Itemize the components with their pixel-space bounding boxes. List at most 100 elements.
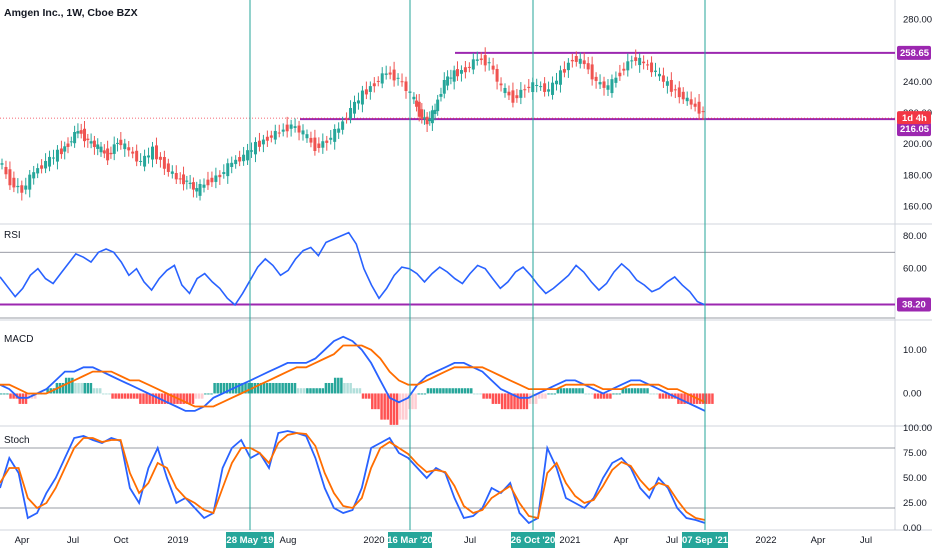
macd-histogram-bar bbox=[698, 393, 702, 404]
candle-body bbox=[479, 58, 483, 61]
stoch-y-tick-label: 50.00 bbox=[903, 473, 927, 484]
macd-histogram-bar bbox=[636, 388, 640, 394]
macd-histogram-bar bbox=[117, 393, 120, 399]
macd-histogram-bar bbox=[238, 382, 241, 394]
macd-histogram-bar bbox=[139, 393, 142, 404]
macd-histogram-bar bbox=[293, 382, 297, 394]
candle-body bbox=[4, 166, 8, 175]
x-tick-label: Jul bbox=[666, 535, 678, 546]
candle-body bbox=[154, 145, 158, 160]
candle-body bbox=[487, 62, 491, 64]
candle-body bbox=[693, 103, 697, 107]
macd-histogram-bar bbox=[145, 393, 148, 404]
candle-body bbox=[297, 125, 301, 133]
macd-histogram-bar bbox=[253, 382, 257, 394]
candle-body bbox=[554, 80, 558, 85]
candle-body bbox=[519, 89, 523, 98]
macd-histogram-bar bbox=[658, 393, 662, 399]
candle-body bbox=[475, 59, 479, 61]
candle-body bbox=[188, 182, 192, 185]
candle-body bbox=[415, 100, 419, 107]
candle-body bbox=[570, 59, 574, 62]
macd-histogram-bar bbox=[494, 393, 498, 404]
macd-histogram-bar bbox=[485, 393, 488, 399]
candle-body bbox=[404, 81, 408, 91]
macd-histogram-bar bbox=[358, 388, 362, 394]
macd-histogram-bar bbox=[643, 388, 646, 394]
macd-histogram-bar bbox=[473, 393, 476, 395]
macd-histogram-bar bbox=[287, 382, 291, 394]
candle-body bbox=[459, 70, 463, 74]
macd-histogram-bar bbox=[151, 393, 155, 404]
macd-histogram-bar bbox=[247, 382, 250, 394]
macd-histogram-bar bbox=[711, 393, 714, 404]
macd-histogram-bar bbox=[466, 388, 470, 394]
x-tick-label: 2022 bbox=[755, 535, 776, 546]
macd-histogram-bar bbox=[655, 393, 659, 395]
candle-body bbox=[170, 171, 174, 174]
macd-histogram-bar bbox=[463, 388, 467, 394]
macd-histogram-bar bbox=[272, 382, 275, 394]
macd-histogram-bar bbox=[58, 382, 62, 394]
candle-body bbox=[677, 87, 681, 98]
macd-histogram-bar bbox=[519, 393, 522, 410]
macd-histogram-bar bbox=[337, 377, 340, 394]
macd-histogram-bar bbox=[303, 388, 306, 394]
macd-histogram-bar bbox=[194, 393, 198, 399]
macd-histogram-bar bbox=[482, 393, 485, 399]
candle-body bbox=[329, 137, 333, 140]
candle-body bbox=[384, 73, 388, 75]
rsi-line bbox=[0, 231, 706, 307]
candle-body bbox=[630, 60, 634, 62]
candle-body bbox=[73, 131, 77, 144]
macd-histogram-bar bbox=[572, 388, 575, 394]
candle-body bbox=[92, 140, 96, 148]
stoch-k-line bbox=[0, 430, 706, 525]
macd-histogram-bar bbox=[507, 393, 510, 410]
candle-body bbox=[446, 76, 450, 86]
candle-body bbox=[449, 77, 453, 79]
macd-histogram-bar bbox=[448, 388, 451, 394]
candle-body bbox=[606, 85, 610, 90]
macd-histogram-bar bbox=[83, 382, 86, 394]
candle-body bbox=[206, 179, 210, 186]
candle-body bbox=[428, 119, 432, 122]
marker-date-label: 28 May '19 bbox=[226, 535, 273, 546]
candle-body bbox=[420, 109, 424, 119]
marker-date-badge bbox=[682, 532, 728, 548]
macd-histogram-bar bbox=[602, 393, 606, 399]
candle-body bbox=[83, 128, 87, 142]
macd-histogram-bar bbox=[686, 393, 689, 404]
macd-histogram-bar bbox=[163, 393, 167, 404]
macd-histogram-bar bbox=[61, 382, 65, 394]
macd-histogram-bar bbox=[315, 388, 318, 394]
macd-histogram-bar bbox=[160, 393, 164, 404]
x-tick-label: Jul bbox=[67, 535, 79, 546]
stoch-y-tick-label: 75.00 bbox=[903, 448, 927, 459]
candle-body bbox=[345, 118, 349, 120]
candle-body bbox=[250, 150, 254, 152]
candle-body bbox=[626, 61, 630, 71]
macd-histogram-bar bbox=[89, 382, 93, 394]
macd-histogram-bar bbox=[284, 382, 287, 394]
macd-histogram-bar bbox=[411, 393, 414, 410]
candle-body bbox=[182, 174, 186, 185]
candle-body bbox=[178, 178, 182, 180]
macd-macd-line bbox=[0, 335, 706, 412]
candle-body bbox=[535, 84, 539, 87]
candle-body bbox=[417, 101, 421, 117]
candle-body bbox=[195, 188, 199, 192]
macd-histogram-bar bbox=[432, 388, 436, 394]
macd-histogram-bar bbox=[667, 393, 671, 399]
macd-histogram-bar bbox=[207, 393, 210, 395]
macd-histogram-bar bbox=[64, 377, 68, 394]
macd-histogram-bar bbox=[111, 393, 114, 399]
macd-histogram-bar bbox=[346, 382, 349, 394]
macd-histogram-bar bbox=[578, 388, 581, 394]
candle-body bbox=[380, 73, 384, 84]
candle-body bbox=[657, 73, 661, 77]
macd-histogram-bar bbox=[426, 388, 430, 394]
macd-histogram-bar bbox=[142, 393, 145, 404]
macd-histogram-bar bbox=[680, 393, 683, 404]
macd-histogram-bar bbox=[148, 393, 151, 404]
